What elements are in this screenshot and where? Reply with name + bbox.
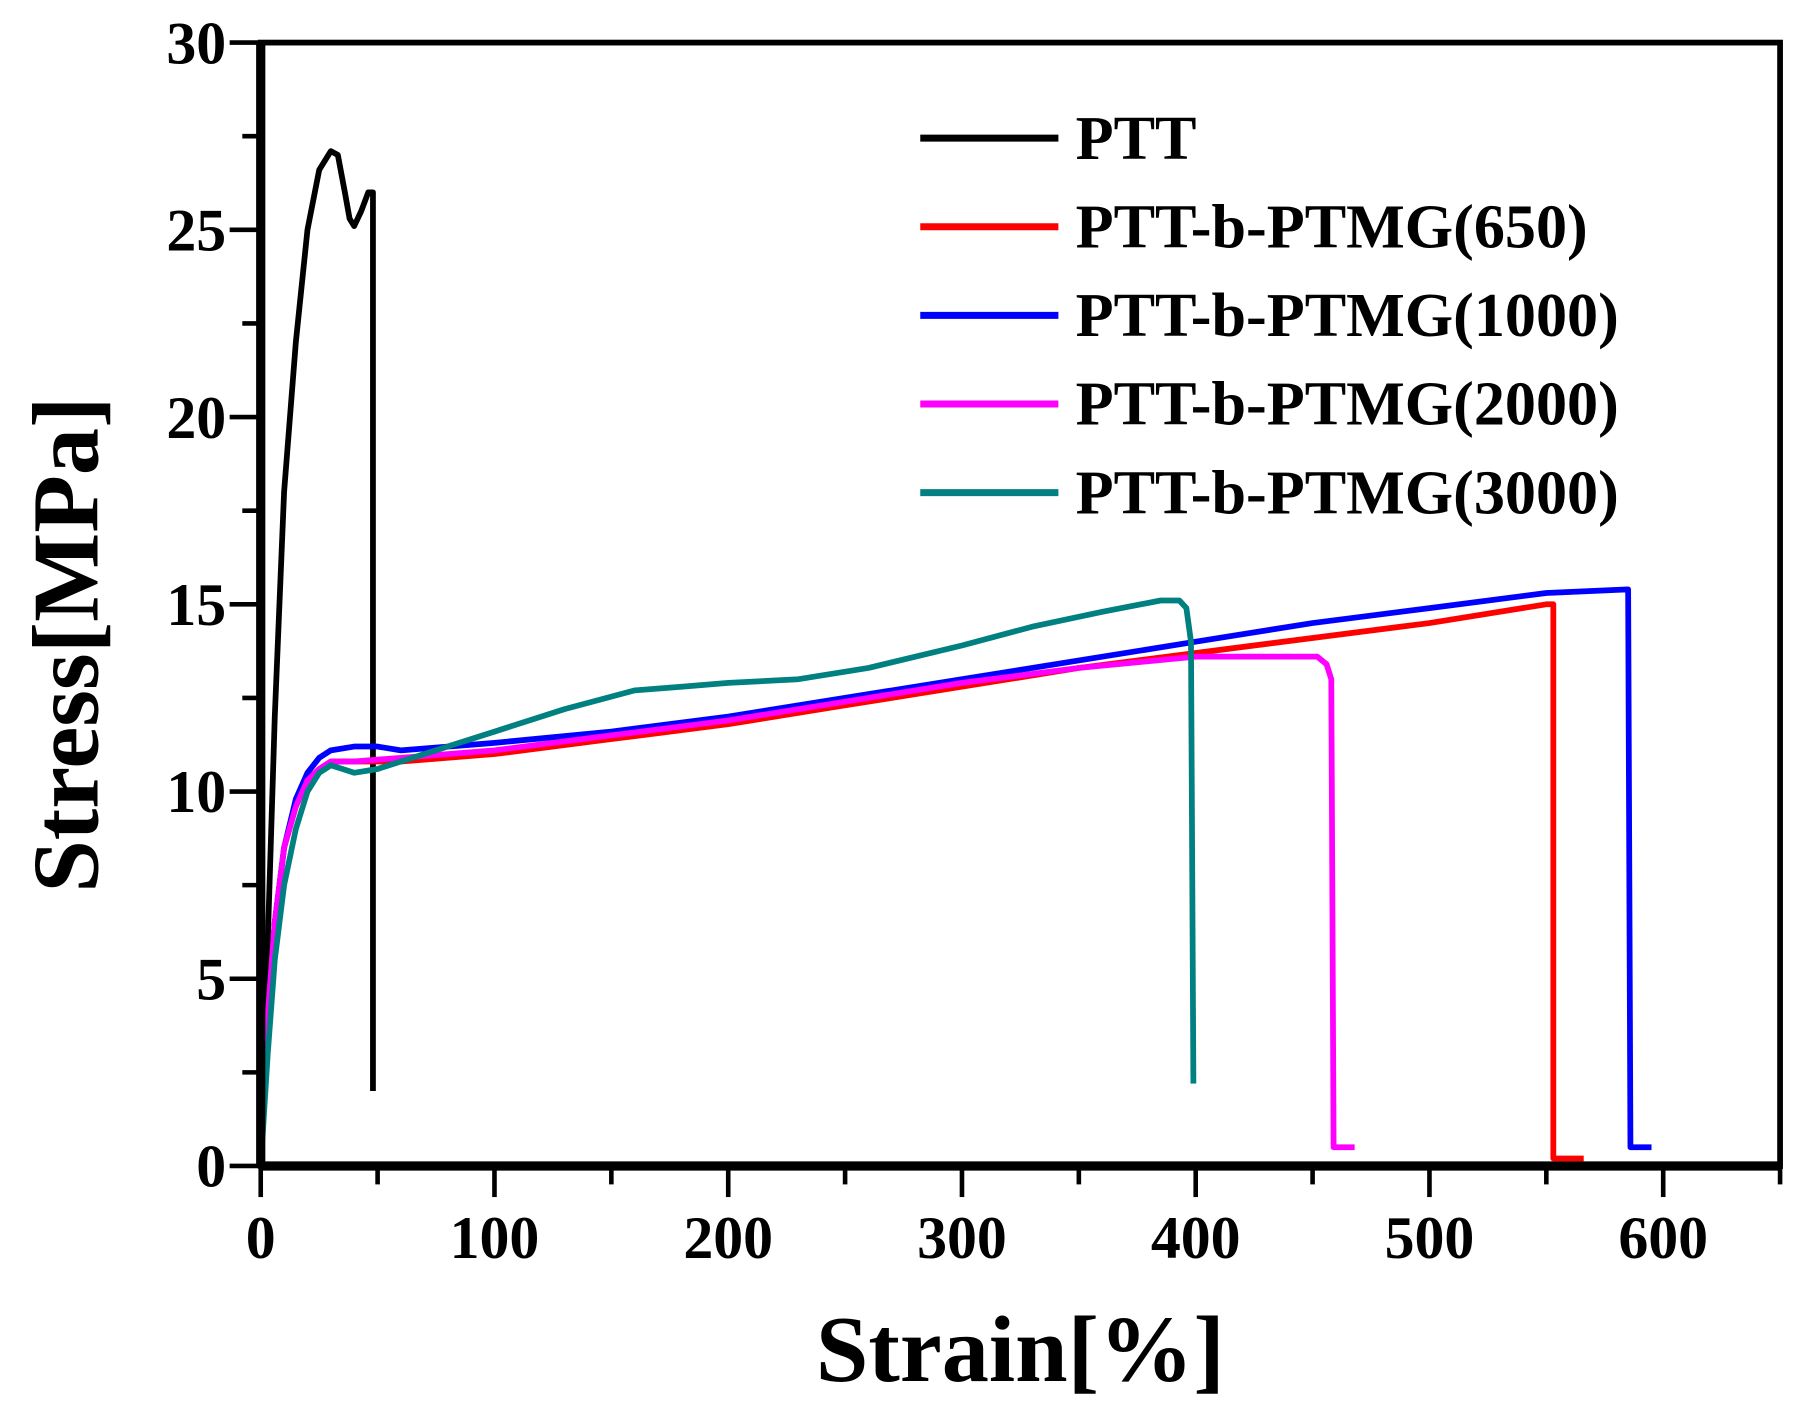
x-tick-label: 300 [917,1205,1007,1271]
series-line-4 [257,597,1197,1167]
series-line-3 [257,653,1355,1167]
legend-label: PTT-b-PTMG(2000) [1076,371,1619,439]
x-tick-label: 600 [1618,1205,1708,1271]
legend-label: PTT-b-PTMG(3000) [1076,459,1619,527]
x-tick-label: 500 [1385,1205,1475,1271]
series-line-0 [257,148,376,1167]
y-tick-label: 15 [166,572,226,638]
y-tick-label: 20 [166,385,226,451]
x-axis-label: Strain[%] [816,1298,1225,1402]
y-tick-label: 5 [196,946,226,1012]
x-tick-label: 0 [246,1205,276,1271]
series-line-2 [257,586,1652,1167]
y-tick-label: 25 [166,198,226,264]
y-tick-label: 30 [166,10,226,76]
plot-lines [257,148,1652,1167]
legend-label: PTT-b-PTMG(650) [1076,193,1588,261]
y-tick-label: 10 [166,759,226,825]
axes: 0 100 200 300 400 500 600 0 5 10 15 20 25 30 [166,10,1783,1271]
x-tick-label: 100 [450,1205,540,1271]
legend: PTT PTT-b-PTMG(650) PTT-b-PTMG(1000) PTT-b-… [920,105,1619,527]
y-tick-label: 0 [196,1134,226,1200]
legend-label: PTT-b-PTMG(1000) [1076,282,1619,350]
x-tick-label: 200 [683,1205,773,1271]
legend-label: PTT [1076,105,1197,173]
x-tick-label: 400 [1151,1205,1241,1271]
y-axis-label: Stress[MPa] [14,396,118,892]
